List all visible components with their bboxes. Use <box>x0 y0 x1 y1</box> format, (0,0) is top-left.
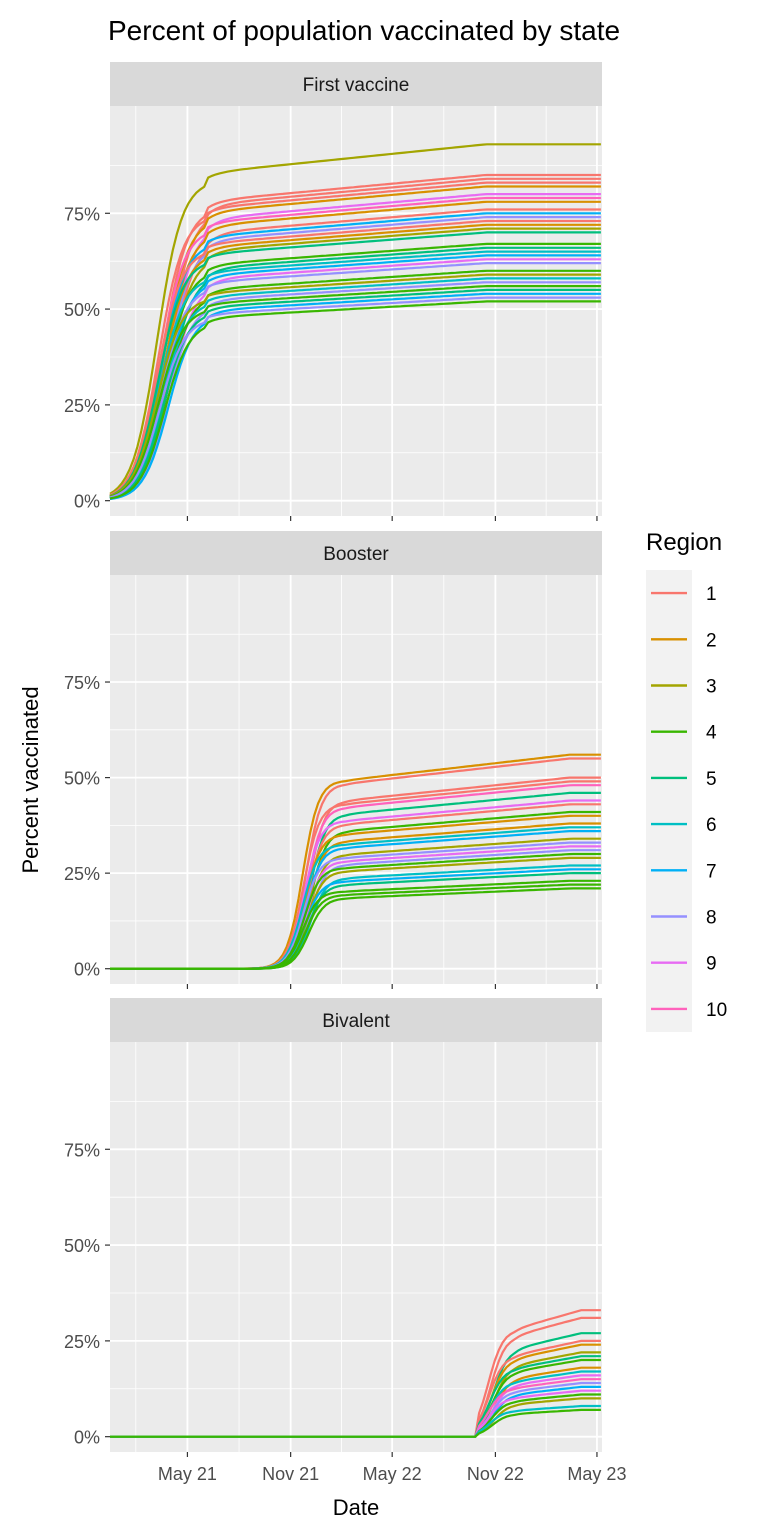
x-axis-ticks: May 21 Nov 21 May 22 Nov 22 May 23 <box>158 1464 627 1484</box>
legend: Region 1 2 3 4 5 6 7 8 9 10 <box>646 529 727 1032</box>
legend-label: 5 <box>706 769 717 790</box>
series-line <box>109 231 601 498</box>
x-tick-label: May 23 <box>567 1464 626 1484</box>
series-line <box>109 258 601 500</box>
y-tick-label: 75% <box>64 204 100 224</box>
series-line <box>109 277 601 499</box>
x-tick-label: Nov 22 <box>467 1464 524 1484</box>
y-tick-label: 0% <box>74 492 100 512</box>
facet-strip <box>110 531 602 575</box>
series-line <box>110 887 601 970</box>
series-line <box>109 185 601 499</box>
facet-panel: First vaccine 0% 25% 50% 75% <box>64 62 602 521</box>
series-line <box>109 285 601 498</box>
y-tick-label: 25% <box>64 396 100 416</box>
y-tick-label: 75% <box>64 1140 100 1160</box>
legend-label: 6 <box>706 815 717 836</box>
facet-panel: Booster 0% 25% 50% 75% <box>64 531 602 989</box>
plot-background <box>110 1042 602 1452</box>
series-line <box>109 288 601 500</box>
series-line <box>109 212 601 498</box>
y-tick-label: 0% <box>74 960 100 980</box>
y-tick-label: 50% <box>64 300 100 320</box>
facet-strip-label: Booster <box>323 544 389 565</box>
series-line <box>109 250 601 498</box>
facet-panel: Bivalent 0% 25% 50% 75% <box>64 998 602 1457</box>
legend-label: 4 <box>706 723 717 744</box>
series-line <box>109 196 601 497</box>
x-tick-label: Nov 21 <box>262 1464 319 1484</box>
series-line <box>109 227 601 500</box>
plot-background <box>110 106 602 516</box>
legend-label: 1 <box>706 584 717 605</box>
legend-title: Region <box>646 529 722 556</box>
x-tick-label: May 21 <box>158 1464 217 1484</box>
legend-key-background <box>646 570 692 1032</box>
facet-strip <box>110 998 602 1042</box>
series-line <box>109 300 601 500</box>
facet-strip-label: First vaccine <box>303 75 410 96</box>
series-line <box>109 273 601 498</box>
y-tick-label: 25% <box>64 1332 100 1352</box>
series-line <box>109 181 601 497</box>
facet-strip-label: Bivalent <box>322 1011 390 1032</box>
legend-label: 10 <box>706 1000 727 1021</box>
y-axis-label: Percent vaccinated <box>18 686 43 873</box>
y-tick-label: 75% <box>64 673 100 693</box>
legend-label: 7 <box>706 861 717 882</box>
series-line <box>109 143 601 495</box>
series-line <box>110 1408 601 1438</box>
series-line <box>109 219 601 497</box>
legend-label: 8 <box>706 908 717 929</box>
y-tick-label: 50% <box>64 1236 100 1256</box>
series-line <box>109 200 601 499</box>
facet-strip <box>110 62 602 106</box>
legend-label: 3 <box>706 677 717 698</box>
series-line <box>109 262 601 499</box>
x-tick-label: May 22 <box>363 1464 422 1484</box>
legend-label: 9 <box>706 954 717 975</box>
facet-panels: First vaccine 0% 25% 50% 75% Booster 0% 25% 50% 7… <box>64 62 626 1484</box>
y-tick-label: 25% <box>64 864 100 884</box>
series-line <box>109 296 601 499</box>
y-tick-label: 50% <box>64 769 100 789</box>
legend-label: 2 <box>706 630 717 651</box>
y-tick-label: 0% <box>74 1428 100 1448</box>
x-axis-label: Date <box>333 1495 379 1520</box>
chart-title: Percent of population vaccinated by stat… <box>108 15 620 46</box>
